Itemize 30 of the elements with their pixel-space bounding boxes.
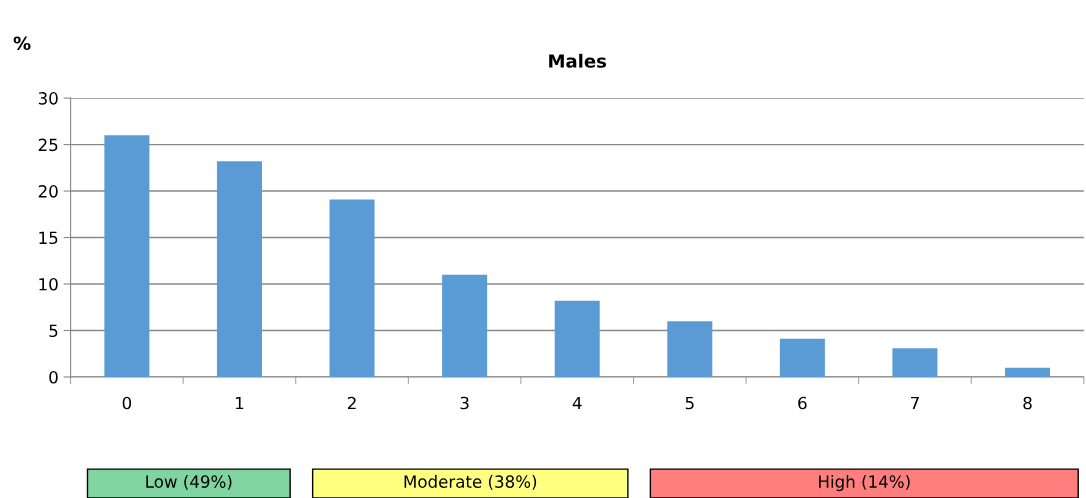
- x-tick-label: 0: [122, 396, 132, 410]
- x-tick-label: 1: [235, 396, 244, 410]
- x-tick-label: 7: [911, 396, 919, 410]
- bar: [329, 199, 375, 377]
- bar: [442, 274, 488, 377]
- bar: [892, 348, 938, 377]
- y-tick-label: 10: [39, 277, 58, 291]
- y-tick-label: 5: [49, 324, 58, 338]
- bar: [104, 135, 150, 377]
- bar: [779, 338, 825, 377]
- x-tick-label: 8: [1023, 396, 1032, 410]
- x-tick-label: 5: [685, 396, 694, 410]
- chart-title: Males: [549, 53, 607, 68]
- y-tick-label: 0: [49, 370, 58, 384]
- x-tick-label: 2: [347, 396, 356, 410]
- y-axis-title: %: [13, 36, 31, 51]
- bar: [554, 300, 600, 377]
- x-tick-label: 4: [572, 396, 582, 410]
- x-tick-label: 6: [798, 396, 807, 410]
- x-tick-label: 3: [460, 396, 469, 410]
- bar: [216, 161, 262, 377]
- text: Low (49%): [146, 475, 232, 490]
- bar: [1005, 367, 1051, 377]
- y-tick-label: 20: [38, 185, 58, 198]
- y-tick-label: 25: [38, 138, 58, 152]
- y-tick-label: 30: [38, 92, 58, 105]
- y-tick-label: 15: [39, 231, 58, 245]
- text: Moderate (38%): [404, 474, 537, 490]
- bar: [667, 321, 713, 377]
- text: High (14%): [819, 474, 910, 492]
